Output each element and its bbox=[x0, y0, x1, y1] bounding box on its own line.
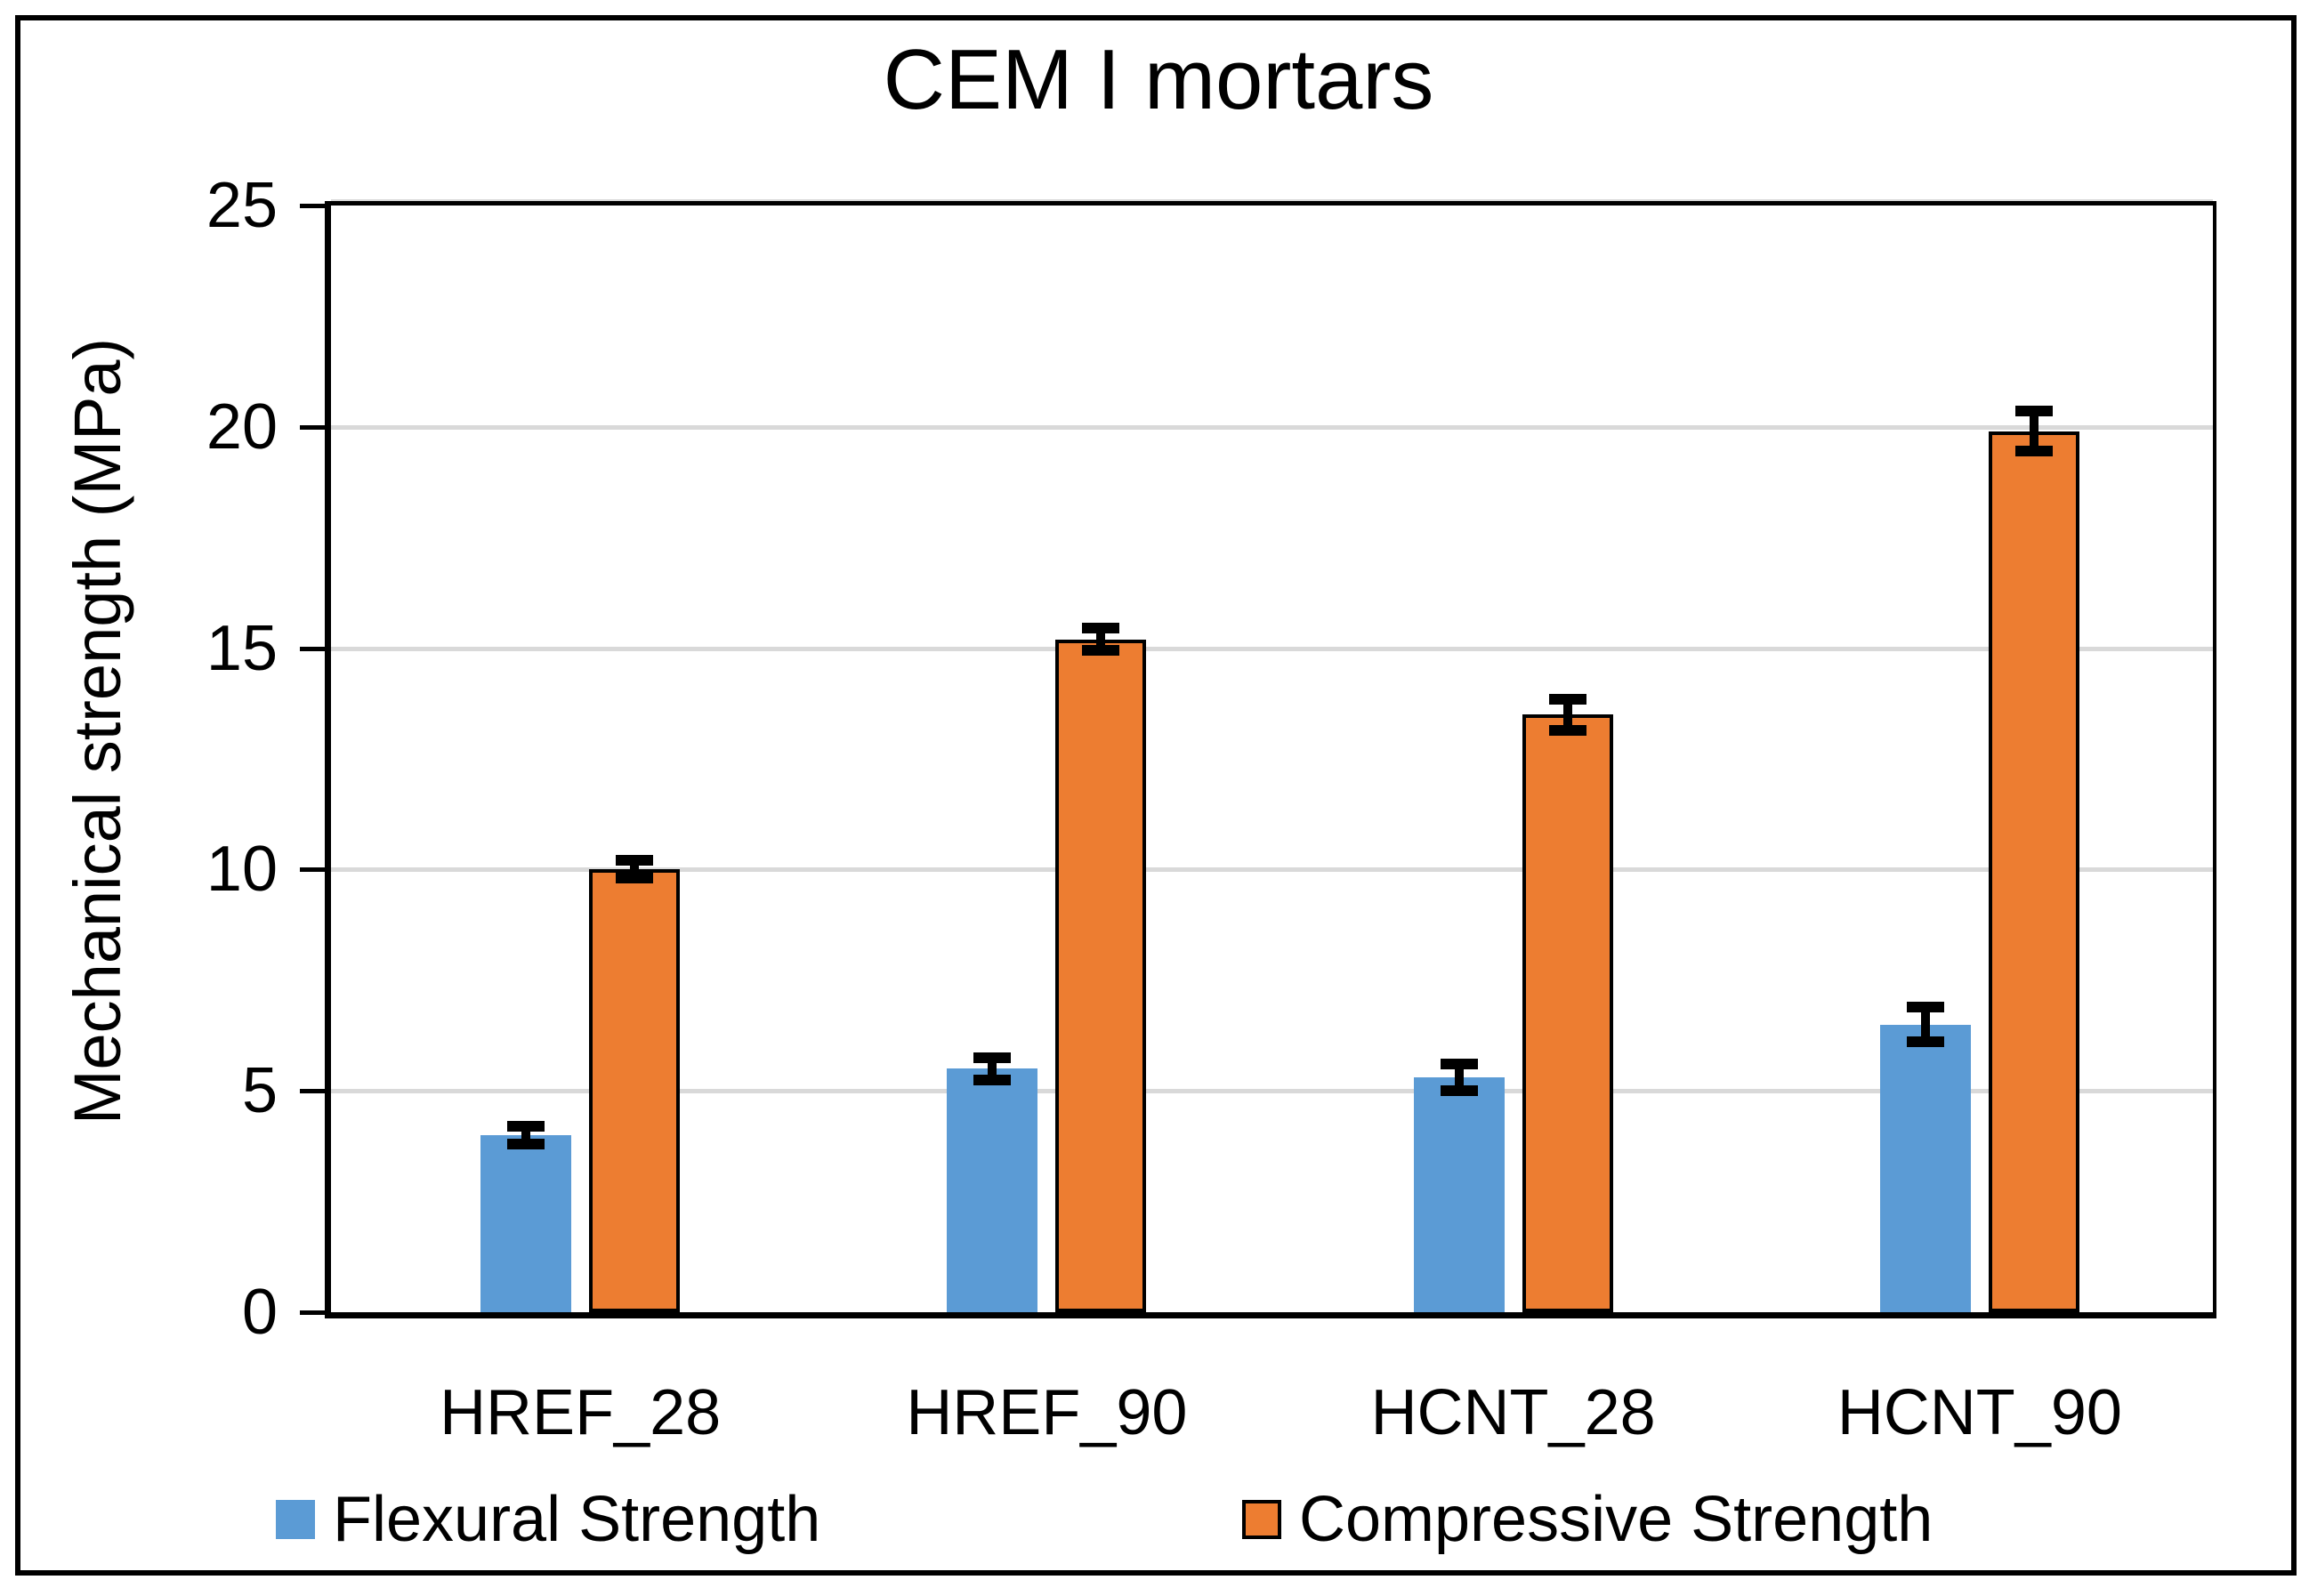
legend-label-flexural: Flexural Strength bbox=[333, 1484, 821, 1555]
x-label-HCNT_90: HCNT_90 bbox=[1837, 1377, 2122, 1448]
error-bar-stem bbox=[988, 1052, 997, 1085]
bar-flexural-HREF_28 bbox=[480, 1134, 572, 1312]
x-label-HREF_90: HREF_90 bbox=[906, 1377, 1188, 1448]
error-bar-compressive-HCNT_90 bbox=[2014, 406, 2053, 457]
error-bar-cap-bottom bbox=[973, 1074, 1012, 1085]
error-bar-cap-bottom bbox=[1906, 1036, 1944, 1048]
legend-swatch-compressive bbox=[1242, 1500, 1281, 1539]
error-bar-flexural-HREF_28 bbox=[507, 1121, 545, 1149]
error-bar-cap-top bbox=[1906, 1001, 1944, 1012]
bar-flexural-HREF_90 bbox=[947, 1068, 1038, 1312]
error-bar-compressive-HCNT_28 bbox=[1548, 693, 1586, 736]
y-tick-label-5: 5 bbox=[241, 1055, 278, 1127]
error-bar-cap-bottom bbox=[616, 873, 654, 884]
error-bar-cap-bottom bbox=[1440, 1085, 1478, 1097]
bar-compressive-HCNT_90 bbox=[1988, 431, 2079, 1312]
error-bar-cap-bottom bbox=[507, 1138, 545, 1149]
error-bar-cap-top bbox=[616, 855, 654, 867]
error-bar-cap-top bbox=[2014, 406, 2053, 417]
x-label-HREF_28: HREF_28 bbox=[440, 1377, 722, 1448]
error-bar-stem bbox=[1454, 1059, 1464, 1097]
x-label-HCNT_28: HCNT_28 bbox=[1370, 1377, 1656, 1448]
error-bar-stem bbox=[630, 855, 640, 884]
gridline-20 bbox=[331, 424, 2213, 430]
bar-compressive-HCNT_28 bbox=[1522, 714, 1613, 1312]
error-bar-cap-bottom bbox=[1082, 645, 1120, 657]
error-bar-cap-top bbox=[1548, 693, 1586, 705]
y-axis-tick-15 bbox=[300, 646, 325, 651]
gridline-5 bbox=[331, 1089, 2213, 1094]
error-bar-compressive-HREF_28 bbox=[616, 855, 654, 884]
y-axis-tick-25 bbox=[300, 204, 325, 208]
error-bar-stem bbox=[1562, 693, 1572, 736]
bar-compressive-HREF_90 bbox=[1055, 639, 1147, 1312]
y-tick-label-20: 20 bbox=[206, 391, 278, 463]
y-axis-tick-0 bbox=[300, 1310, 325, 1315]
legend-item-compressive: Compressive Strength bbox=[1242, 1484, 1933, 1555]
figure-border bbox=[15, 15, 2297, 1576]
y-axis-tick-20 bbox=[300, 424, 325, 430]
bar-compressive-HREF_28 bbox=[589, 869, 681, 1312]
error-bar-compressive-HREF_90 bbox=[1082, 623, 1120, 657]
bar-flexural-HCNT_90 bbox=[1879, 1024, 1971, 1312]
error-bar-cap-top bbox=[1440, 1059, 1478, 1070]
error-bar-cap-top bbox=[973, 1052, 1012, 1063]
legend-label-compressive: Compressive Strength bbox=[1299, 1484, 1934, 1555]
y-tick-label-10: 10 bbox=[206, 834, 278, 906]
gridline-25 bbox=[331, 199, 2213, 204]
y-axis-tick-5 bbox=[300, 1089, 325, 1094]
error-bar-stem bbox=[1096, 623, 1106, 657]
error-bar-cap-top bbox=[1082, 623, 1120, 634]
gridline-15 bbox=[331, 646, 2213, 651]
legend-item-flexural: Flexural Strength bbox=[276, 1484, 820, 1555]
error-bar-cap-top bbox=[507, 1121, 545, 1132]
error-bar-stem bbox=[521, 1121, 531, 1149]
error-bar-flexural-HCNT_28 bbox=[1440, 1059, 1478, 1097]
y-tick-label-0: 0 bbox=[241, 1277, 278, 1348]
legend-swatch-flexural bbox=[276, 1500, 315, 1539]
error-bar-cap-bottom bbox=[2014, 446, 2053, 457]
y-tick-label-15: 15 bbox=[206, 612, 278, 684]
error-bar-cap-bottom bbox=[1548, 724, 1586, 736]
gridline-10 bbox=[331, 867, 2213, 873]
y-axis-tick-10 bbox=[300, 867, 325, 873]
error-bar-stem bbox=[1920, 1001, 1930, 1048]
error-bar-flexural-HREF_90 bbox=[973, 1052, 1012, 1085]
chart-title: CEM I mortars bbox=[883, 32, 1434, 127]
error-bar-flexural-HCNT_90 bbox=[1906, 1001, 1944, 1048]
bar-flexural-HCNT_28 bbox=[1413, 1077, 1505, 1312]
error-bar-stem bbox=[2029, 406, 2038, 457]
y-tick-label-25: 25 bbox=[206, 170, 278, 241]
